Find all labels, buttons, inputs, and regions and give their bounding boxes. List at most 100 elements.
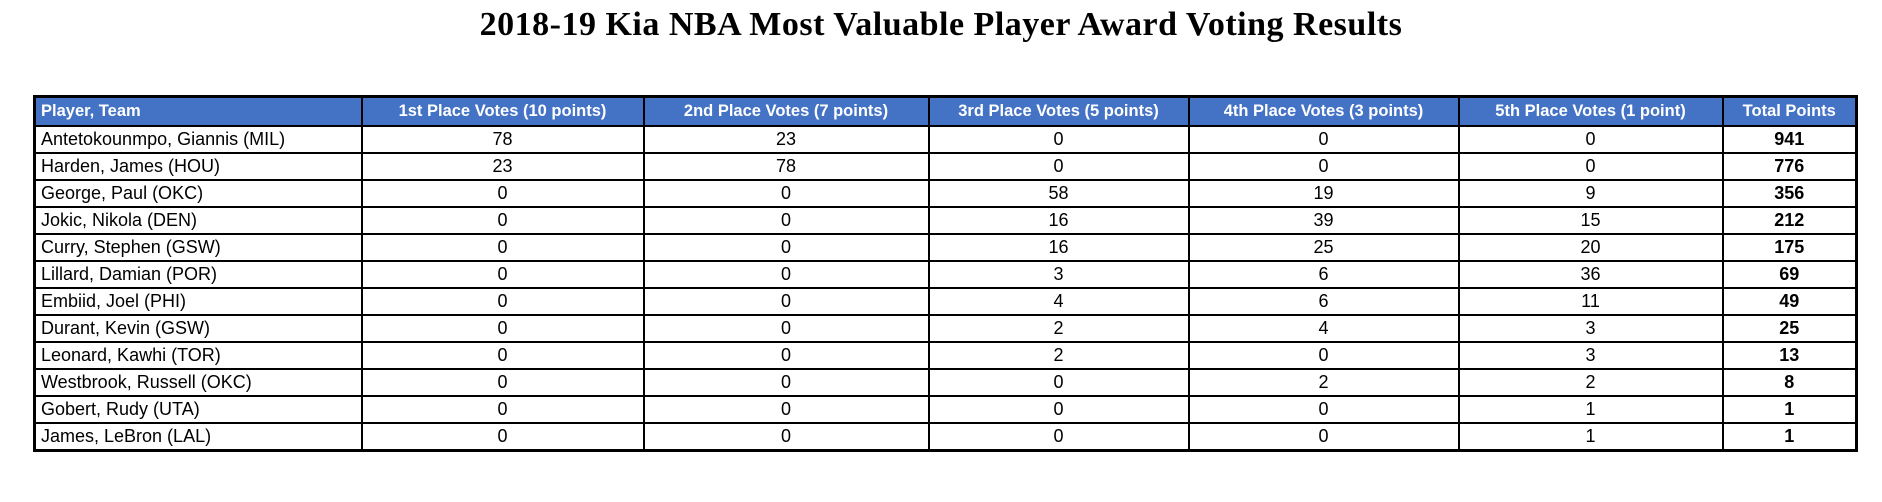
- vote-count-cell: 0: [360, 260, 645, 289]
- total-points-cell: 13: [1721, 341, 1858, 370]
- total-points-cell: 1: [1721, 395, 1858, 424]
- vote-count-cell: 0: [360, 341, 645, 370]
- total-points-cell: 69: [1721, 260, 1858, 289]
- total-points-cell: 356: [1721, 179, 1858, 208]
- table-row: George, Paul (OKC) 0 0 58 19 9 356: [33, 179, 1858, 208]
- vote-count-cell: 16: [927, 206, 1190, 235]
- total-points-cell: 25: [1721, 314, 1858, 343]
- header-3rd-place-votes: 3rd Place Votes (5 points): [927, 95, 1190, 127]
- vote-count-cell: 0: [642, 179, 930, 208]
- player-cell: Durant, Kevin (GSW): [33, 314, 363, 343]
- vote-count-cell: 0: [927, 368, 1190, 397]
- vote-count-cell: 58: [927, 179, 1190, 208]
- header-4th-place-votes: 4th Place Votes (3 points): [1187, 95, 1460, 127]
- vote-count-cell: 0: [642, 260, 930, 289]
- table-row: James, LeBron (LAL) 0 0 0 0 1 1: [33, 422, 1858, 452]
- player-cell: George, Paul (OKC): [33, 179, 363, 208]
- vote-count-cell: 25: [1187, 233, 1460, 262]
- player-cell: Leonard, Kawhi (TOR): [33, 341, 363, 370]
- header-2nd-place-votes: 2nd Place Votes (7 points): [642, 95, 930, 127]
- player-cell: Westbrook, Russell (OKC): [33, 368, 363, 397]
- vote-count-cell: 39: [1187, 206, 1460, 235]
- total-points-cell: 1: [1721, 422, 1858, 452]
- table-row: Curry, Stephen (GSW) 0 0 16 25 20 175: [33, 233, 1858, 262]
- table-row: Harden, James (HOU) 23 78 0 0 0 776: [33, 152, 1858, 181]
- table-row: Jokic, Nikola (DEN) 0 0 16 39 15 212: [33, 206, 1858, 235]
- vote-count-cell: 9: [1457, 179, 1724, 208]
- vote-count-cell: 0: [360, 395, 645, 424]
- vote-count-cell: 2: [1187, 368, 1460, 397]
- vote-count-cell: 0: [1187, 341, 1460, 370]
- table-row: Durant, Kevin (GSW) 0 0 2 4 3 25: [33, 314, 1858, 343]
- total-points-cell: 175: [1721, 233, 1858, 262]
- vote-count-cell: 0: [1457, 152, 1724, 181]
- vote-count-cell: 16: [927, 233, 1190, 262]
- vote-count-cell: 0: [927, 395, 1190, 424]
- vote-count-cell: 0: [360, 206, 645, 235]
- table-header: Player, Team 1st Place Votes (10 points)…: [33, 95, 1858, 127]
- vote-count-cell: 0: [1187, 125, 1460, 154]
- vote-count-cell: 0: [1457, 125, 1724, 154]
- table-row: Embiid, Joel (PHI) 0 0 4 6 11 49: [33, 287, 1858, 316]
- vote-count-cell: 0: [642, 206, 930, 235]
- vote-count-cell: 1: [1457, 422, 1724, 452]
- vote-count-cell: 23: [360, 152, 645, 181]
- total-points-cell: 212: [1721, 206, 1858, 235]
- page-title: 2018-19 Kia NBA Most Valuable Player Awa…: [479, 6, 1403, 43]
- vote-count-cell: 0: [360, 314, 645, 343]
- header-row: Player, Team 1st Place Votes (10 points)…: [33, 95, 1858, 127]
- vote-count-cell: 0: [642, 422, 930, 452]
- vote-count-cell: 36: [1457, 260, 1724, 289]
- table-row: Westbrook, Russell (OKC) 0 0 0 2 2 8: [33, 368, 1858, 397]
- vote-count-cell: 3: [1457, 314, 1724, 343]
- vote-count-cell: 2: [1457, 368, 1724, 397]
- player-cell: Jokic, Nikola (DEN): [33, 206, 363, 235]
- vote-count-cell: 4: [927, 287, 1190, 316]
- vote-count-cell: 2: [927, 314, 1190, 343]
- vote-count-cell: 78: [642, 152, 930, 181]
- player-cell: Gobert, Rudy (UTA): [33, 395, 363, 424]
- total-points-cell: 941: [1721, 125, 1858, 154]
- vote-count-cell: 0: [927, 152, 1190, 181]
- vote-count-cell: 3: [1457, 341, 1724, 370]
- total-points-cell: 49: [1721, 287, 1858, 316]
- vote-count-cell: 78: [360, 125, 645, 154]
- vote-count-cell: 0: [360, 233, 645, 262]
- vote-count-cell: 6: [1187, 287, 1460, 316]
- table-row: Antetokounmpo, Giannis (MIL) 78 23 0 0 0 941: [33, 125, 1858, 154]
- vote-count-cell: 11: [1457, 287, 1724, 316]
- player-cell: James, LeBron (LAL): [33, 422, 363, 452]
- player-cell: Curry, Stephen (GSW): [33, 233, 363, 262]
- total-points-cell: 776: [1721, 152, 1858, 181]
- table-row: Gobert, Rudy (UTA) 0 0 0 0 1 1: [33, 395, 1858, 424]
- vote-count-cell: 0: [360, 179, 645, 208]
- player-cell: Embiid, Joel (PHI): [33, 287, 363, 316]
- mvp-voting-table: Player, Team 1st Place Votes (10 points)…: [33, 95, 1858, 452]
- vote-count-cell: 0: [642, 287, 930, 316]
- header-5th-place-votes: 5th Place Votes (1 point): [1457, 95, 1724, 127]
- vote-count-cell: 0: [642, 395, 930, 424]
- vote-count-cell: 0: [360, 422, 645, 452]
- table-row: Leonard, Kawhi (TOR) 0 0 2 0 3 13: [33, 341, 1858, 370]
- table-row: Lillard, Damian (POR) 0 0 3 6 36 69: [33, 260, 1858, 289]
- table-body: Antetokounmpo, Giannis (MIL) 78 23 0 0 0 941 Ha…: [33, 125, 1858, 452]
- vote-count-cell: 20: [1457, 233, 1724, 262]
- header-1st-place-votes: 1st Place Votes (10 points): [360, 95, 645, 127]
- vote-count-cell: 6: [1187, 260, 1460, 289]
- vote-count-cell: 0: [927, 125, 1190, 154]
- header-player-team: Player, Team: [33, 95, 363, 127]
- vote-count-cell: 4: [1187, 314, 1460, 343]
- header-total-points: Total Points: [1721, 95, 1858, 127]
- vote-count-cell: 23: [642, 125, 930, 154]
- player-cell: Harden, James (HOU): [33, 152, 363, 181]
- vote-count-cell: 19: [1187, 179, 1460, 208]
- vote-count-cell: 3: [927, 260, 1190, 289]
- total-points-cell: 8: [1721, 368, 1858, 397]
- vote-count-cell: 0: [360, 368, 645, 397]
- vote-count-cell: 0: [927, 422, 1190, 452]
- vote-count-cell: 1: [1457, 395, 1724, 424]
- vote-count-cell: 0: [360, 287, 645, 316]
- vote-count-cell: 2: [927, 341, 1190, 370]
- vote-count-cell: 0: [642, 368, 930, 397]
